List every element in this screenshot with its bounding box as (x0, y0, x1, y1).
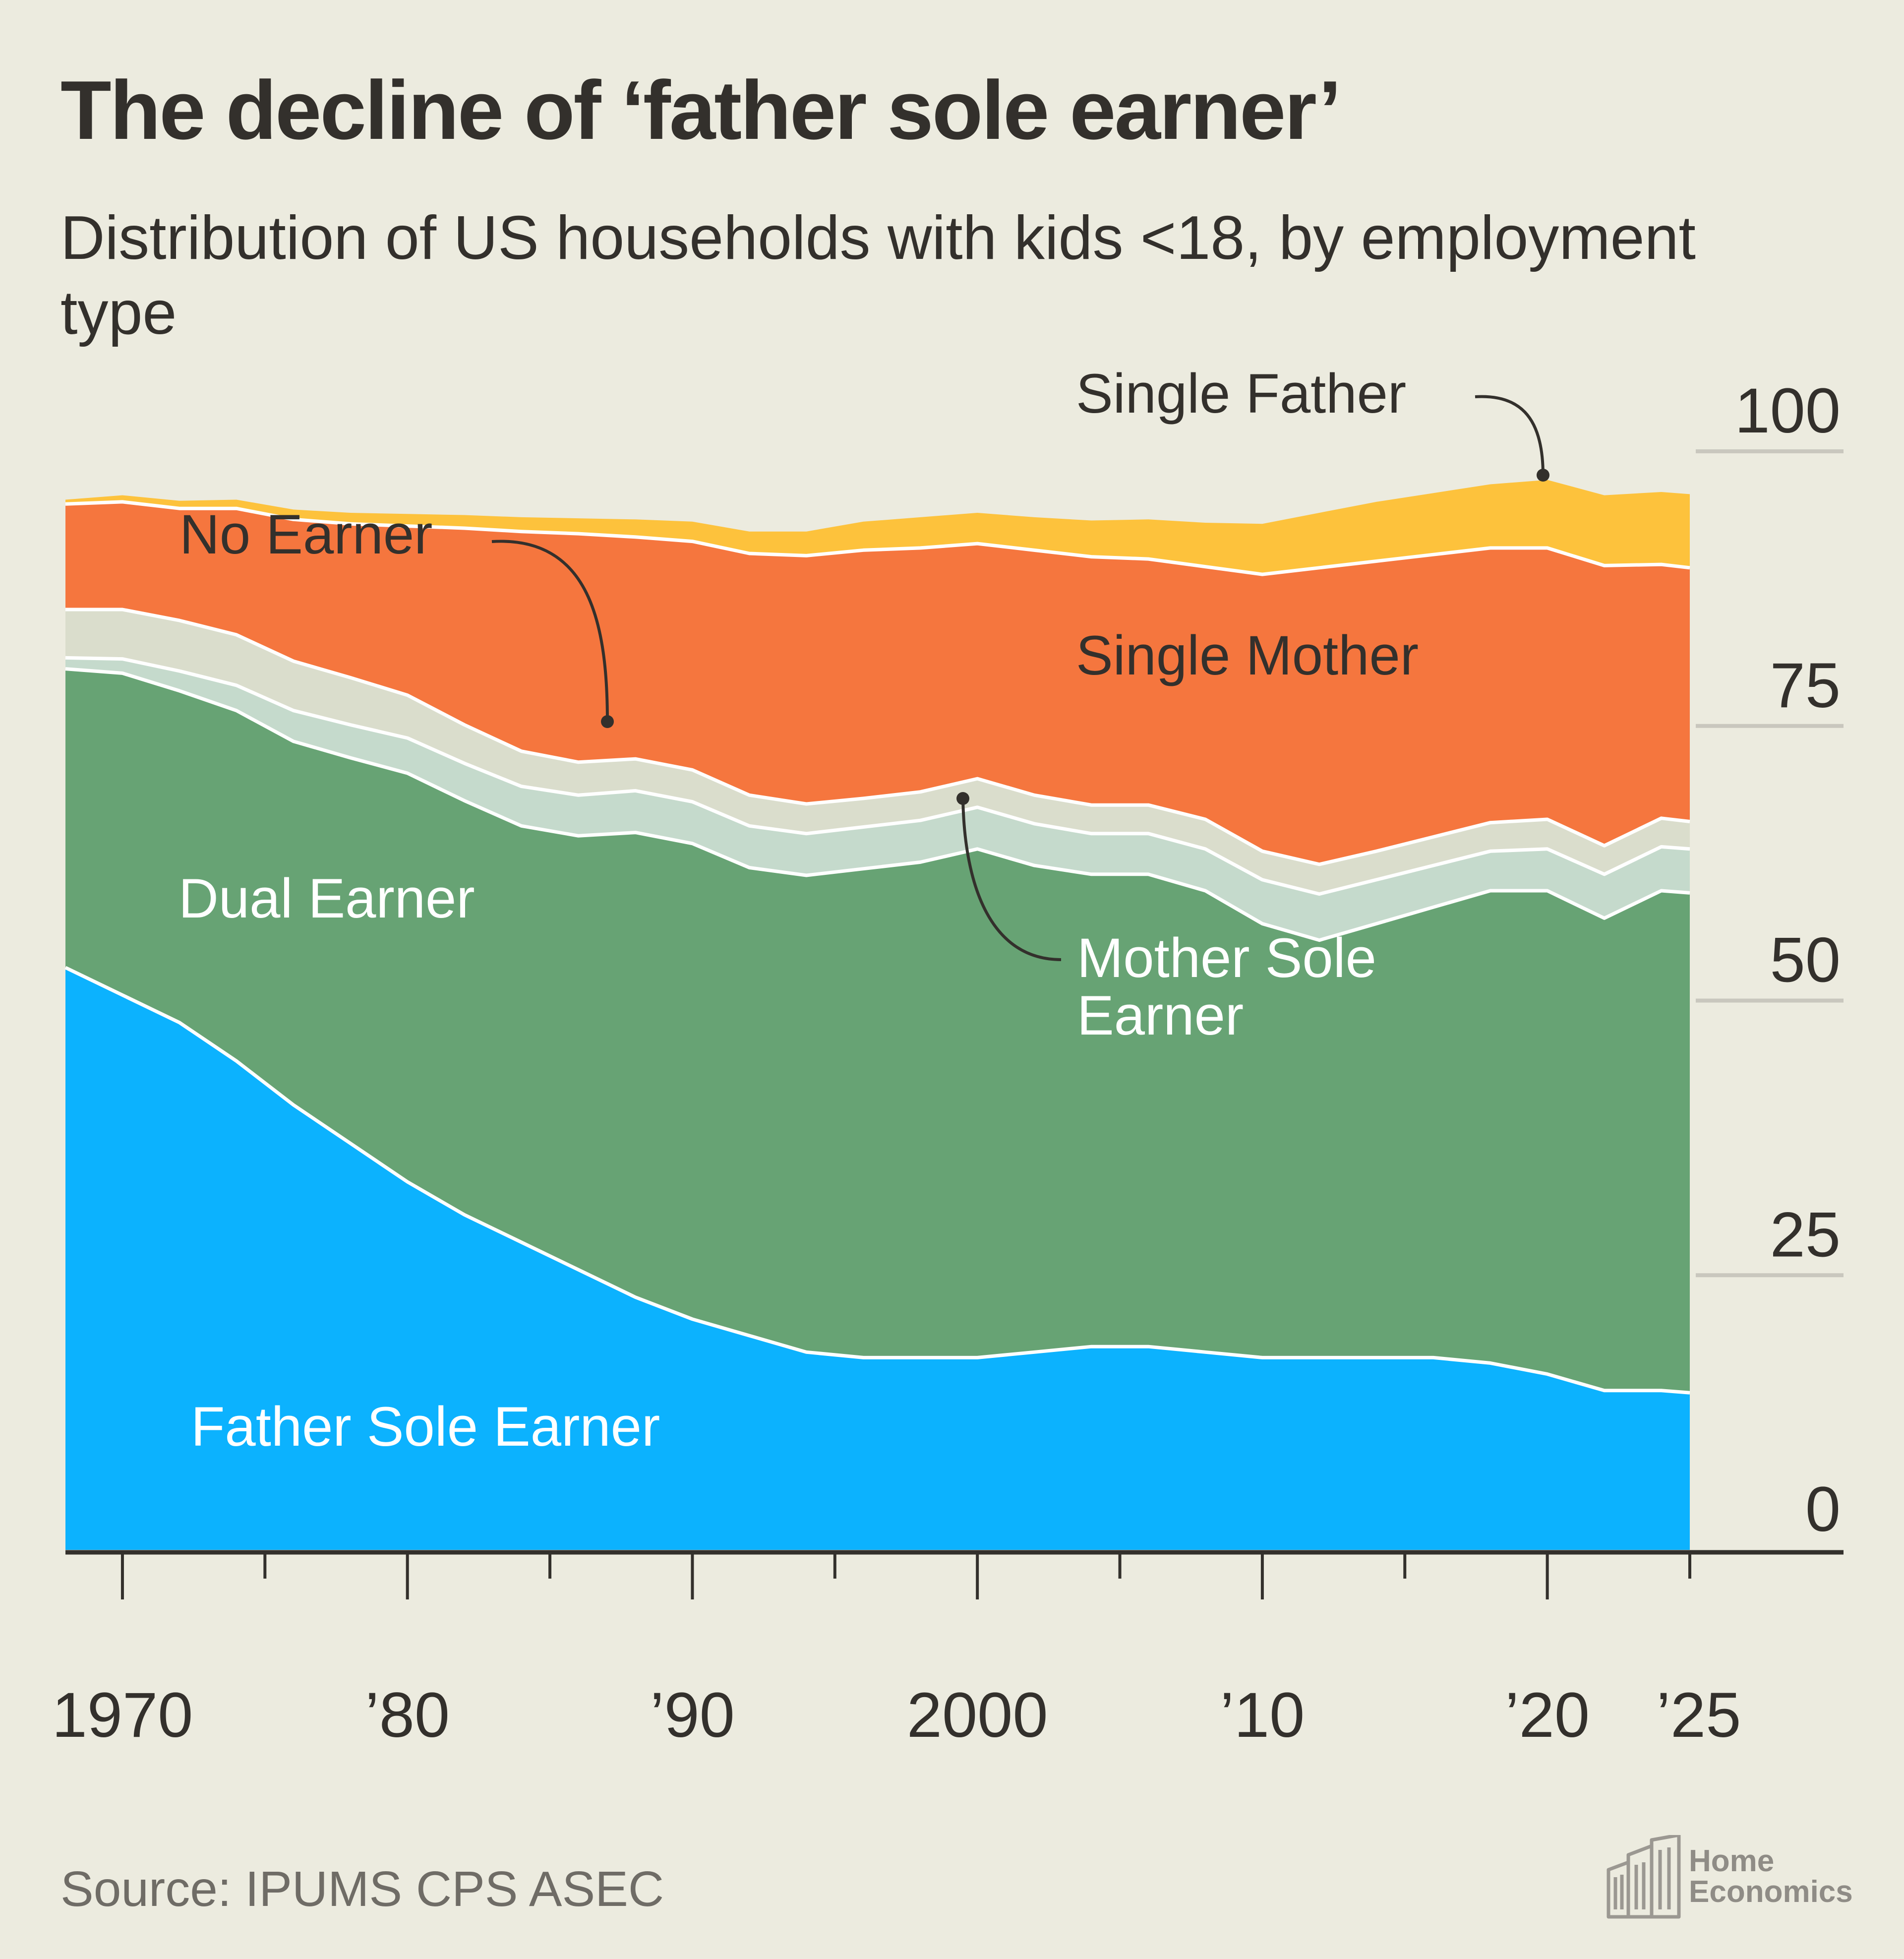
leader-no-earner (491, 540, 609, 722)
x-axis: 1970 ’80 ’90 2000 ’10 ’20 ’25 (52, 1550, 1844, 1751)
label-single-mother: Single Mother (1076, 624, 1419, 686)
logo-wordmark: Home Economics (1689, 1846, 1853, 1907)
y-tick-label-25: 25 (1770, 1199, 1841, 1270)
leader-dot-no-earner (601, 715, 614, 728)
chart-subtitle: Distribution of US households with kids … (60, 204, 1696, 348)
boundary-mother-sole (65, 656, 1690, 896)
area-layers (65, 480, 1690, 1550)
y-tick-label-50: 50 (1770, 925, 1841, 996)
series-boundary-lines (64, 500, 1690, 1395)
label-single-father: Single Father (1076, 363, 1406, 425)
boundary-father-sole (64, 966, 1690, 1395)
source-note: Source: IPUMS CPS ASEC (60, 1861, 664, 1917)
y-tick-label-0: 0 (1805, 1474, 1841, 1545)
leader-dot-mother-sole-earner (956, 792, 969, 805)
label-father-sole-earner: Father Sole Earner (191, 1396, 660, 1458)
area-dual-earner (65, 669, 1690, 1393)
series-annotations: Single Father No Earner Single Mother Du… (178, 363, 1549, 1458)
boundary-dual-earner (65, 667, 1690, 942)
logo-line-1: Home (1689, 1844, 1775, 1878)
leader-mother-sole-earner (961, 798, 1062, 961)
leader-dot-single-father (1537, 469, 1549, 482)
boundary-no-earner (65, 608, 1690, 866)
area-mother-sole (65, 658, 1690, 940)
home-economics-logo: Home Economics (1605, 1835, 1862, 1934)
chart-title: The decline of ‘father sole earner’ (60, 63, 1342, 157)
buildings-icon (1606, 1835, 1681, 1919)
leader-single-father (1475, 395, 1545, 476)
label-no-earner: No Earner (179, 503, 432, 565)
y-tick-label-75: 75 (1770, 650, 1841, 721)
area-no-earner (65, 610, 1690, 894)
label-dual-earner: Dual Earner (178, 867, 475, 929)
x-tick-label-1990: ’90 (650, 1680, 735, 1751)
area-father-sole (65, 968, 1690, 1550)
logo-line-2: Economics (1689, 1875, 1853, 1909)
label-mother-sole-earner-line1: Mother Sole (1077, 927, 1376, 989)
x-tick-label-2025: ’25 (1657, 1680, 1741, 1751)
y-tick-label-100: 100 (1734, 375, 1841, 446)
label-mother-sole-earner-line2: Earner (1077, 984, 1244, 1046)
x-tick-label-2000: 2000 (907, 1680, 1048, 1751)
stacked-area-chart: 100 75 50 25 0 1970 ’80 ’90 2000 ’10 ’20 ’25 Singl… (52, 363, 1844, 1751)
y-axis: 100 75 50 25 0 (1696, 375, 1844, 1545)
area-single-father (65, 480, 1690, 575)
x-tick-label-1970: 1970 (52, 1680, 193, 1751)
area-single-mother (65, 501, 1690, 864)
boundary-single-mother (65, 500, 1690, 576)
x-tick-label-1980: ’80 (365, 1680, 450, 1751)
x-tick-label-2010: ’10 (1220, 1680, 1305, 1751)
x-tick-label-2020: ’20 (1505, 1680, 1590, 1751)
